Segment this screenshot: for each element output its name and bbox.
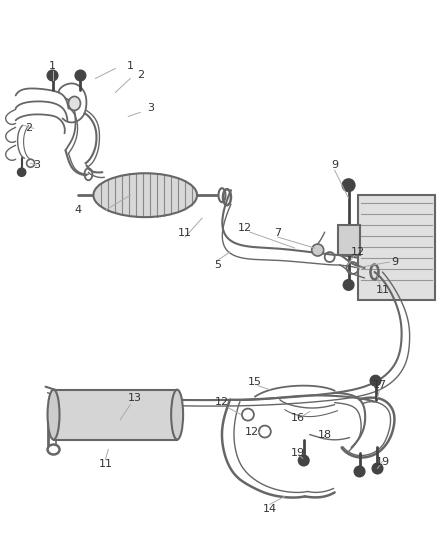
- Circle shape: [298, 456, 308, 465]
- Circle shape: [372, 464, 381, 473]
- Text: 2: 2: [25, 123, 32, 133]
- Text: 11: 11: [178, 228, 192, 238]
- Text: 13: 13: [128, 393, 142, 402]
- Text: 3: 3: [33, 160, 40, 170]
- Text: 18: 18: [317, 430, 331, 440]
- Text: 11: 11: [374, 285, 389, 295]
- Text: 16: 16: [290, 413, 304, 423]
- Circle shape: [75, 70, 85, 80]
- Text: 9: 9: [330, 160, 337, 170]
- Text: 1: 1: [49, 61, 56, 70]
- FancyBboxPatch shape: [337, 225, 359, 255]
- Ellipse shape: [47, 390, 60, 440]
- Text: 17: 17: [371, 379, 386, 390]
- Circle shape: [311, 244, 323, 256]
- Circle shape: [343, 280, 353, 290]
- Ellipse shape: [68, 96, 80, 110]
- Text: 14: 14: [262, 504, 276, 514]
- Text: 19: 19: [290, 448, 304, 457]
- Circle shape: [370, 376, 380, 386]
- Text: 15: 15: [247, 377, 261, 387]
- Text: 19: 19: [374, 457, 389, 467]
- Circle shape: [342, 179, 354, 191]
- Text: 12: 12: [215, 397, 229, 407]
- Circle shape: [18, 168, 25, 176]
- Text: 12: 12: [244, 426, 258, 437]
- Text: 1: 1: [127, 61, 134, 70]
- Text: 9: 9: [390, 257, 397, 267]
- Text: 5: 5: [214, 260, 221, 270]
- FancyBboxPatch shape: [53, 390, 177, 440]
- Text: 7: 7: [274, 228, 281, 238]
- Ellipse shape: [93, 173, 197, 217]
- Text: 4: 4: [75, 205, 82, 215]
- Text: 12: 12: [350, 247, 364, 257]
- FancyBboxPatch shape: [357, 195, 434, 300]
- Circle shape: [47, 70, 57, 80]
- Text: 12: 12: [237, 223, 251, 233]
- Circle shape: [354, 466, 364, 477]
- Text: 3: 3: [146, 103, 153, 114]
- Ellipse shape: [171, 390, 183, 440]
- Text: 11: 11: [98, 459, 112, 470]
- Text: 2: 2: [136, 70, 144, 80]
